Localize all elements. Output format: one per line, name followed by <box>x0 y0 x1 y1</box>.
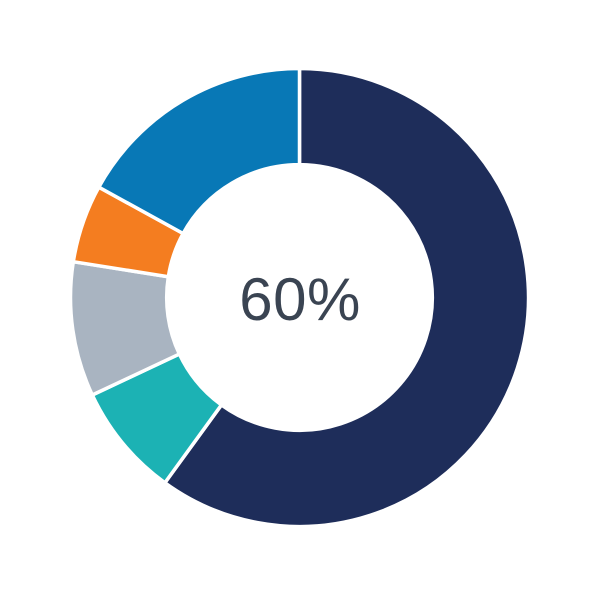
donut-segment-blue <box>96 66 302 236</box>
donut-segment-navy <box>162 66 531 529</box>
